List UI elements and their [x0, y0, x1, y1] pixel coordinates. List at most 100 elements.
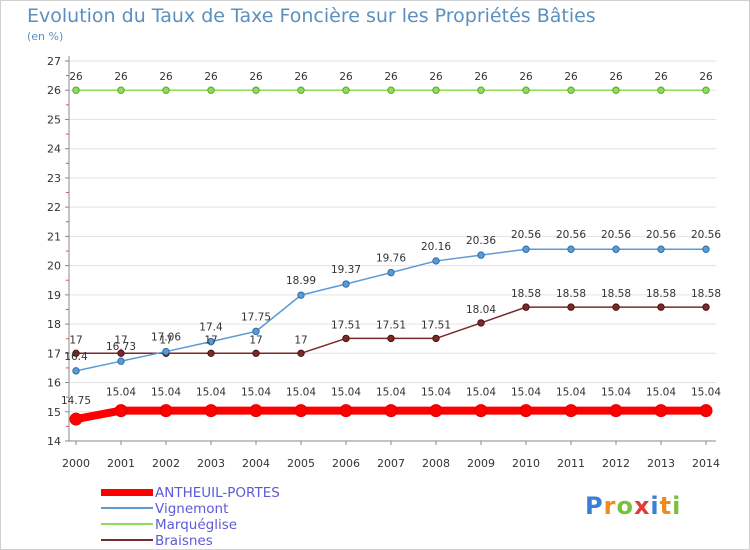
- x-tick-labels: 2000 2001 2002 2003 2004 2005 2006 2007 2008 2009…: [62, 457, 720, 470]
- y-tick-label: 23: [47, 172, 61, 185]
- data-point: [252, 86, 260, 94]
- data-label: 16.73: [106, 341, 136, 353]
- data-point: [384, 404, 398, 418]
- data-label: 15.04: [691, 387, 721, 399]
- data-label: 26: [249, 71, 263, 83]
- data-label: 15.04: [376, 387, 406, 399]
- chart-title: Evolution du Taux de Taxe Foncière sur l…: [27, 5, 596, 27]
- y-tick-label: 16: [47, 377, 61, 390]
- data-label: 18.04: [466, 304, 496, 316]
- data-label: 17: [159, 334, 172, 346]
- data-label: 15.04: [511, 387, 541, 399]
- y-tick-label: 24: [47, 143, 61, 156]
- data-label: 15.04: [331, 387, 361, 399]
- logo-letter: P: [585, 492, 604, 520]
- logo-letter: x: [633, 492, 651, 520]
- x-tick-label: 2007: [377, 457, 405, 470]
- data-labels: 26 26 26 26 26 26 26 26 26 26 26 26 26 26 2616.416.731…: [61, 71, 721, 407]
- data-label: 20.36: [466, 235, 496, 247]
- data-label: 17.51: [376, 319, 406, 331]
- data-label: 17: [69, 334, 82, 346]
- data-label: 17.06: [151, 332, 181, 344]
- logo-letter: t: [659, 492, 673, 520]
- y-tick-label: 19: [47, 289, 61, 302]
- data-point: [207, 86, 215, 94]
- data-label: 26: [609, 71, 623, 83]
- data-label: 15.04: [151, 387, 181, 399]
- legend-swatch: [101, 507, 153, 509]
- data-point: [429, 404, 443, 418]
- data-label: 15.04: [421, 387, 451, 399]
- y-tick-label: 27: [47, 55, 61, 68]
- data-label: 26: [384, 71, 398, 83]
- data-point: [387, 268, 395, 277]
- data-label: 20.56: [511, 229, 541, 241]
- data-label: 26: [564, 71, 578, 83]
- x-tick-label: 2008: [422, 457, 450, 470]
- data-point: [72, 367, 80, 375]
- data-label: 20.56: [601, 229, 631, 241]
- axes: [65, 56, 716, 445]
- data-point: [252, 349, 260, 358]
- x-tick-label: 2012: [602, 457, 630, 470]
- logo-letter: r: [603, 492, 617, 520]
- data-point: [432, 86, 440, 94]
- data-point: [657, 86, 665, 94]
- data-label: 15.04: [556, 387, 586, 399]
- data-label: 26: [294, 71, 308, 83]
- x-tick-label: 2013: [647, 457, 675, 470]
- data-point: [477, 251, 485, 259]
- data-point: [72, 86, 80, 94]
- x-tick-label: 2001: [107, 457, 135, 470]
- y-tick-label: 17: [47, 347, 61, 360]
- data-label: 18.58: [691, 288, 721, 300]
- data-label: 26: [204, 71, 218, 83]
- legend-label: Braisnes: [155, 533, 213, 549]
- y-tick-label: 18: [47, 318, 61, 331]
- data-point: [339, 404, 353, 418]
- data-point: [522, 245, 530, 253]
- data-point: [657, 303, 665, 311]
- data-point: [432, 334, 440, 343]
- data-point: [342, 86, 350, 94]
- data-point: [387, 334, 395, 343]
- data-point: [117, 86, 125, 94]
- data-point: [387, 86, 395, 94]
- data-point: [294, 404, 308, 418]
- data-point: [72, 349, 80, 358]
- data-point: [522, 86, 530, 94]
- x-tick-label: 2010: [512, 457, 540, 470]
- data-point: [519, 404, 533, 418]
- data-label: 17.75: [241, 311, 271, 323]
- data-point: [654, 404, 668, 418]
- proxiti-logo: Proxiti: [585, 492, 681, 520]
- data-label: 15.04: [466, 387, 496, 399]
- data-label: 18.58: [646, 288, 676, 300]
- x-tick-label: 2004: [242, 457, 270, 470]
- legend-swatch: [101, 523, 153, 525]
- x-tick-label: 2011: [557, 457, 585, 470]
- data-label: 26: [474, 71, 488, 83]
- data-label: 17: [249, 334, 262, 346]
- x-tick-label: 2000: [62, 457, 90, 470]
- legend-label: Vignemont: [155, 501, 229, 517]
- legend-swatch: [101, 488, 153, 496]
- data-label: 26: [654, 71, 668, 83]
- data-label: 20.56: [646, 229, 676, 241]
- data-point: [567, 303, 575, 311]
- data-point: [207, 337, 215, 346]
- data-point: [342, 280, 350, 288]
- data-point: [114, 404, 128, 418]
- y-tick-label: 20: [47, 260, 61, 273]
- data-label: 14.75: [61, 395, 91, 407]
- data-label: 17.51: [331, 319, 361, 331]
- data-point: [564, 404, 578, 418]
- data-point: [162, 347, 170, 356]
- logo-letter: i: [650, 492, 660, 520]
- y-tick-label: 14: [47, 435, 61, 448]
- data-label: 17: [204, 334, 217, 346]
- data-label: 15.04: [286, 387, 316, 399]
- data-point: [297, 291, 305, 299]
- data-label: 17.4: [199, 322, 223, 334]
